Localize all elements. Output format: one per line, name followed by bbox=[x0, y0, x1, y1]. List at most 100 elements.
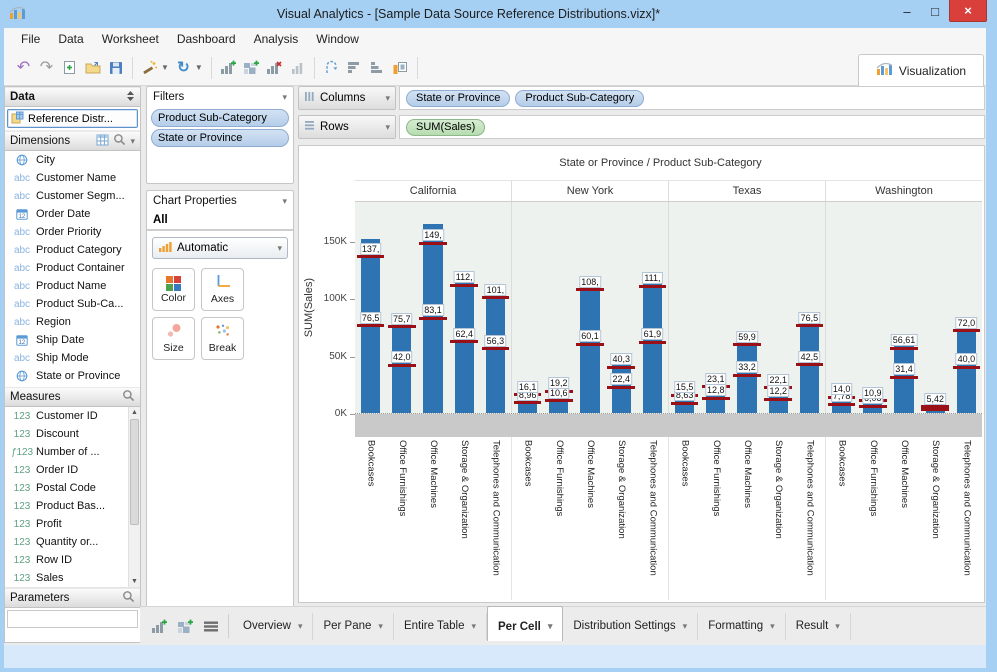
chevron-down-icon[interactable]: ▾ bbox=[682, 620, 688, 631]
measure-customer-id[interactable]: 123 Customer ID bbox=[5, 407, 128, 425]
measure-discount[interactable]: 123 Discount bbox=[5, 425, 128, 443]
scroll-thumb[interactable] bbox=[130, 419, 139, 525]
add-worksheet-icon[interactable] bbox=[217, 55, 240, 81]
reference-line-lower[interactable] bbox=[952, 365, 981, 369]
measure-row-id[interactable]: 123 Row ID bbox=[5, 551, 128, 569]
sort-updown-icon[interactable] bbox=[126, 90, 135, 105]
x-label-storage-organization[interactable]: Storage & Organization bbox=[459, 440, 471, 539]
menu-item-data[interactable]: Data bbox=[58, 32, 84, 46]
sort-descending-icon[interactable] bbox=[343, 55, 366, 81]
chevron-down-icon[interactable]: ▾ bbox=[471, 620, 477, 631]
x-label-telephones-and-communication[interactable]: Telephones and Communication bbox=[804, 440, 816, 576]
search-icon[interactable] bbox=[122, 389, 135, 405]
x-label-telephones-and-communication[interactable]: Telephones and Communication bbox=[647, 440, 659, 576]
close-button[interactable]: × bbox=[949, 0, 987, 22]
mark-type-dropdown[interactable]: Automatic ▾ bbox=[152, 237, 288, 259]
x-label-storage-organization[interactable]: Storage & Organization bbox=[616, 440, 628, 539]
x-label-office-furnishings[interactable]: Office Furnishings bbox=[396, 440, 408, 517]
chevron-down-icon[interactable]: ▾ bbox=[835, 620, 840, 631]
x-label-office-furnishings[interactable]: Office Furnishings bbox=[710, 440, 722, 517]
reference-line-upper[interactable] bbox=[419, 241, 447, 245]
state-header-california[interactable]: California bbox=[409, 185, 457, 197]
reference-line-upper[interactable] bbox=[450, 283, 478, 287]
columns-shelf[interactable]: State or Province Product Sub-Category bbox=[399, 86, 985, 110]
break-button[interactable]: Break bbox=[201, 317, 244, 360]
rows-shelf[interactable]: SUM(Sales) bbox=[399, 115, 985, 139]
chevron-down-icon[interactable]: ▾ bbox=[282, 195, 287, 206]
measures-scrollbar[interactable]: ▲ ▼ bbox=[128, 407, 140, 587]
x-label-bookcases[interactable]: Bookcases bbox=[522, 440, 534, 487]
new-file-icon[interactable] bbox=[58, 55, 81, 81]
columns-pill-state-or-province[interactable]: State or Province bbox=[406, 89, 511, 107]
search-icon[interactable] bbox=[113, 133, 126, 149]
chevron-down-icon[interactable]: ▾ bbox=[297, 620, 303, 631]
reference-line-lower[interactable] bbox=[481, 347, 510, 351]
columns-shelf-label[interactable]: Columns ▾ bbox=[298, 86, 396, 110]
visualization-tab[interactable]: Visualization bbox=[858, 54, 984, 86]
measure-profit[interactable]: 123 Profit bbox=[5, 515, 128, 533]
dimension-customer-segm[interactable]: abc Customer Segm... bbox=[5, 187, 140, 205]
reference-line-lower[interactable] bbox=[545, 399, 573, 403]
sheet-tab-per-cell[interactable]: Per Cell ▾ bbox=[487, 605, 564, 641]
chevron-down-icon[interactable]: ▾ bbox=[130, 135, 135, 146]
measure-sales[interactable]: 123 Sales bbox=[5, 569, 128, 587]
sheet-tab-overview[interactable]: Overview ▾ bbox=[233, 612, 314, 640]
state-header-new-york[interactable]: New York bbox=[511, 181, 668, 201]
add-dashboard-icon[interactable] bbox=[172, 614, 198, 638]
add-dashboard-icon[interactable] bbox=[240, 55, 263, 81]
dimension-product-sub-ca[interactable]: abc Product Sub-Ca... bbox=[5, 295, 140, 313]
reference-line-upper[interactable] bbox=[388, 325, 416, 329]
color-button[interactable]: Color bbox=[152, 268, 195, 311]
view-data-icon[interactable] bbox=[96, 134, 109, 149]
reference-line-lower[interactable] bbox=[576, 342, 604, 346]
search-icon[interactable] bbox=[122, 590, 135, 606]
filter-pill-state-or-province[interactable]: State or Province bbox=[151, 129, 289, 147]
redo-icon[interactable]: ↷ bbox=[39, 58, 54, 76]
reference-line-lower[interactable] bbox=[670, 401, 699, 405]
menu-item-window[interactable]: Window bbox=[316, 32, 359, 46]
dimension-state-or-province[interactable]: State or Province bbox=[5, 367, 140, 385]
dimension-order-date[interactable]: 12 Order Date bbox=[5, 205, 140, 223]
reference-line-upper[interactable] bbox=[890, 346, 918, 350]
dimension-product-name[interactable]: abc Product Name bbox=[5, 277, 140, 295]
x-label-bookcases[interactable]: Bookcases bbox=[679, 440, 691, 487]
x-label-storage-organization[interactable]: Storage & Organization bbox=[773, 440, 785, 539]
sheet-tab-per-pane[interactable]: Per Pane ▾ bbox=[313, 612, 394, 640]
reference-line-lower[interactable] bbox=[419, 316, 447, 320]
sheet-tab-result[interactable]: Result ▾ bbox=[786, 612, 851, 640]
size-button[interactable]: Size bbox=[152, 317, 195, 360]
reference-line-lower[interactable] bbox=[388, 363, 416, 367]
chevron-down-icon[interactable]: ▾ bbox=[378, 620, 383, 631]
reference-line-upper[interactable] bbox=[576, 288, 604, 292]
reference-line-lower[interactable] bbox=[513, 401, 542, 405]
dimension-ship-mode[interactable]: abc Ship Mode bbox=[5, 349, 140, 367]
reference-line-upper[interactable] bbox=[356, 255, 385, 259]
reference-line-lower[interactable] bbox=[638, 340, 667, 344]
data-source-item[interactable]: Reference Distr... bbox=[7, 109, 138, 128]
reference-line-upper[interactable] bbox=[921, 405, 949, 409]
sheet-tab-distribution-settings[interactable]: Distribution Settings ▾ bbox=[563, 612, 699, 640]
x-label-telephones-and-communication[interactable]: Telephones and Communication bbox=[490, 440, 502, 576]
sheet-tab-formatting[interactable]: Formatting ▾ bbox=[698, 612, 786, 640]
menu-item-analysis[interactable]: Analysis bbox=[253, 32, 299, 46]
measure-quantity-or[interactable]: 123 Quantity or... bbox=[5, 533, 128, 551]
maximize-button[interactable]: □ bbox=[931, 3, 939, 19]
dimension-city[interactable]: City bbox=[5, 151, 140, 169]
x-label-office-furnishings[interactable]: Office Furnishings bbox=[553, 440, 565, 517]
measure-order-id[interactable]: 123 Order ID bbox=[5, 461, 128, 479]
x-label-telephones-and-communication[interactable]: Telephones and Communication bbox=[961, 440, 973, 576]
filter-pill-product-sub-category[interactable]: Product Sub-Category bbox=[151, 109, 289, 127]
reference-line-upper[interactable] bbox=[952, 329, 981, 333]
measure-number-of[interactable]: ƒ123 Number of ... bbox=[5, 443, 128, 461]
worksheet-list-icon[interactable] bbox=[198, 614, 224, 638]
dimension-product-category[interactable]: abc Product Category bbox=[5, 241, 140, 259]
reference-line-lower[interactable] bbox=[921, 408, 949, 412]
x-label-office-machines[interactable]: Office Machines bbox=[428, 440, 439, 508]
reference-line-lower[interactable] bbox=[859, 404, 887, 408]
refresh-icon[interactable]: ↻ bbox=[177, 59, 190, 76]
scroll-down-icon[interactable]: ▼ bbox=[131, 578, 138, 585]
state-header-texas[interactable]: Texas bbox=[668, 181, 825, 201]
reference-line-lower[interactable] bbox=[827, 402, 856, 406]
axes-button[interactable]: Axes bbox=[201, 268, 244, 311]
x-label-bookcases[interactable]: Bookcases bbox=[836, 440, 848, 487]
